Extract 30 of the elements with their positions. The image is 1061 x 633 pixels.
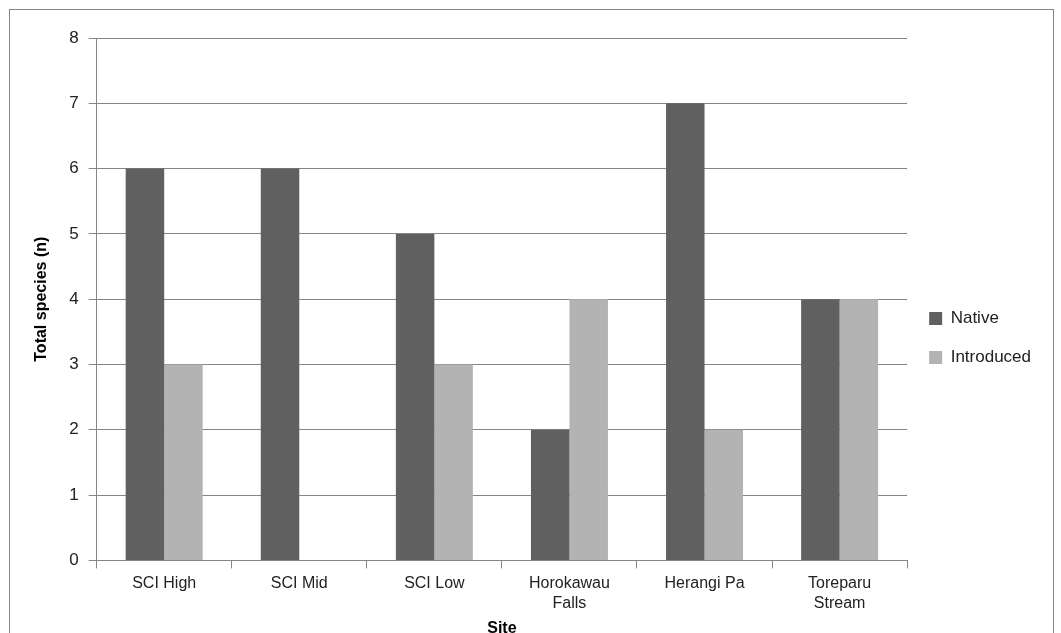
bar: [530, 429, 570, 560]
y-tick-label: 1: [69, 484, 79, 504]
x-tick-label: SCI Low: [404, 574, 466, 592]
bar: [164, 364, 203, 560]
bar: [666, 103, 705, 560]
y-tick-label: 4: [69, 288, 79, 308]
x-tick-label: SCI Mid: [270, 574, 328, 592]
y-tick-label: 5: [69, 223, 79, 243]
legend-label: Native: [950, 308, 999, 328]
y-tick-label: 0: [69, 550, 79, 570]
y-tick-label: 7: [69, 92, 79, 112]
y-tick-label: 8: [69, 27, 79, 47]
bar: [569, 299, 608, 560]
x-tick-label: Herangi Pa: [664, 574, 745, 592]
bar: [704, 429, 744, 560]
y-tick-label: 3: [69, 354, 79, 374]
bar: [260, 168, 300, 560]
y-tick-label: 2: [69, 419, 79, 439]
bar: [434, 364, 473, 560]
legend-label: Introduced: [950, 347, 1032, 367]
bar: [125, 168, 165, 560]
bar: [839, 299, 879, 560]
y-tick-label: 6: [69, 158, 79, 178]
x-tick-label: Horokawau Falls: [528, 574, 610, 611]
x-tick-label: SCI High: [132, 574, 197, 592]
y-axis-title: Total species (n): [32, 236, 50, 362]
bar: [395, 233, 435, 560]
x-axis-title: Site: [487, 618, 517, 633]
x-tick-label: Toreparu Stream: [808, 574, 872, 611]
bar: [801, 299, 840, 560]
